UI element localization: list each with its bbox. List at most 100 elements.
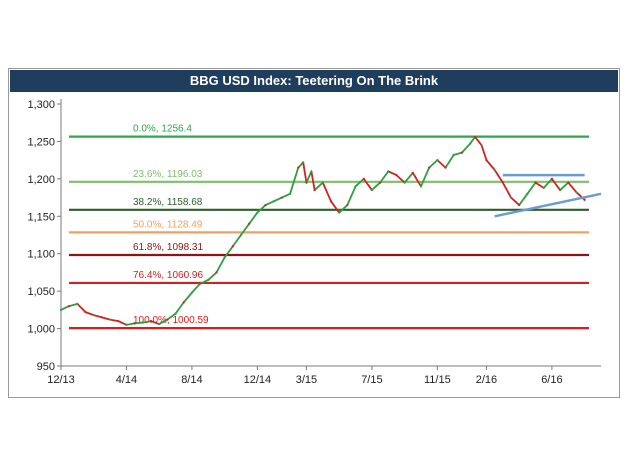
price-point	[207, 278, 210, 282]
x-tick-label: 11/15	[424, 374, 451, 386]
price-point	[468, 142, 472, 145]
price-point	[493, 168, 496, 171]
price-point	[108, 318, 112, 321]
price-point	[473, 135, 477, 139]
price-point	[501, 181, 504, 184]
price-segment	[141, 320, 152, 324]
x-tick-label: 8/14	[181, 374, 202, 386]
price-point	[534, 181, 537, 184]
price-point	[509, 196, 513, 199]
fib-level-label: 23.6%, 1196.03	[133, 169, 203, 180]
price-segment	[150, 320, 161, 325]
price-point	[485, 159, 488, 162]
price-point	[575, 191, 578, 194]
price-point	[125, 323, 128, 326]
price-point	[231, 245, 234, 248]
price-segment	[289, 166, 300, 195]
price-segment	[158, 318, 169, 325]
price-point	[567, 181, 570, 184]
price-segment	[501, 181, 512, 199]
price-point	[198, 282, 202, 285]
price-segment	[182, 291, 193, 304]
price-point	[321, 181, 324, 184]
y-tick-label: 950	[37, 361, 55, 373]
price-segment	[480, 144, 488, 162]
price-segment	[297, 161, 305, 169]
price-point	[272, 200, 275, 203]
fib-level-label: 0.0%, 1256.4	[133, 124, 192, 135]
price-point	[436, 159, 439, 162]
price-segment	[256, 204, 267, 214]
price-segment	[310, 170, 316, 191]
price-point	[411, 171, 414, 174]
price-segment	[76, 302, 87, 314]
price-segment	[452, 151, 463, 156]
price-segment	[101, 316, 111, 321]
price-point	[338, 211, 341, 214]
price-segment	[281, 192, 291, 199]
price-point	[460, 151, 464, 154]
price-point	[310, 170, 313, 173]
price-point	[280, 196, 284, 199]
price-segment	[354, 177, 365, 188]
price-segment	[215, 256, 226, 274]
price-point	[583, 198, 586, 201]
price-segment	[567, 181, 578, 194]
price-segment	[338, 204, 349, 214]
fib-level-label: 100.0%, 1000.59	[133, 315, 209, 326]
price-segment	[395, 174, 406, 184]
y-tick-label: 1,100	[27, 249, 55, 261]
price-point	[419, 185, 423, 188]
price-segment	[436, 159, 447, 169]
price-point	[403, 181, 406, 184]
price-segment	[474, 136, 483, 147]
price-segment	[84, 311, 95, 316]
price-segment	[534, 181, 545, 189]
price-segment	[264, 200, 275, 206]
price-point	[248, 222, 251, 225]
x-tick-label: 4/14	[116, 374, 137, 386]
price-point	[302, 161, 305, 164]
price-segment	[133, 321, 144, 325]
price-point	[215, 271, 218, 274]
price-segment	[542, 177, 553, 189]
price-point	[480, 144, 483, 147]
price-point	[190, 291, 194, 294]
price-segment	[117, 320, 128, 326]
y-tick-label: 1,250	[27, 136, 55, 148]
price-point	[264, 203, 267, 207]
price-segment	[559, 181, 570, 191]
price-segment	[174, 301, 185, 315]
y-tick-label: 1,000	[27, 324, 55, 336]
price-segment	[379, 170, 390, 184]
price-segment	[387, 170, 398, 177]
price-point	[239, 233, 243, 237]
y-tick-label: 1,150	[27, 211, 55, 223]
price-point	[149, 319, 153, 323]
chart-plot: 1,3001,2501,2001,1501,1001,0501,00095012…	[27, 99, 602, 386]
price-segment	[60, 305, 71, 311]
price-point	[558, 188, 562, 192]
price-point	[370, 188, 374, 192]
price-segment	[191, 282, 201, 294]
support-trend-line	[494, 192, 602, 218]
price-point	[346, 203, 349, 207]
price-segment	[346, 185, 357, 206]
price-segment	[371, 181, 381, 191]
price-segment	[166, 312, 177, 321]
price-point	[174, 312, 177, 315]
chart-title: BBG USD Index: Teetering On The Brink	[10, 70, 618, 92]
price-point	[166, 318, 169, 321]
price-point	[444, 166, 447, 169]
y-tick-label: 1,300	[27, 99, 55, 111]
price-segment	[109, 318, 120, 322]
price-point	[100, 316, 104, 319]
price-point	[362, 177, 365, 180]
price-segment	[362, 177, 373, 191]
price-point	[141, 321, 144, 324]
price-segment	[313, 181, 324, 191]
price-point	[428, 166, 431, 169]
price-segment	[461, 142, 471, 154]
price-segment	[330, 200, 341, 214]
price-point	[92, 313, 95, 317]
